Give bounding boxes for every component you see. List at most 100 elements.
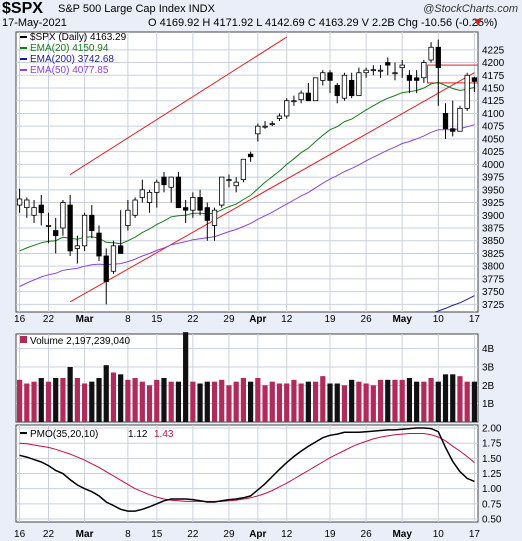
y-tick-label: 1B — [482, 399, 495, 410]
volume-bar — [255, 378, 261, 422]
volume-bar — [248, 381, 254, 422]
candle-body — [341, 74, 348, 99]
candle-body — [118, 245, 124, 254]
candle-body — [183, 207, 189, 211]
x-tick-label: 22 — [43, 314, 55, 325]
candle-body — [385, 62, 391, 66]
price-legend-entry: EMA(20) 4150.94 — [30, 43, 109, 54]
y-tick-label: 3975 — [482, 173, 505, 184]
volume-bar — [312, 381, 319, 422]
candle-body — [320, 72, 326, 81]
x-tick-label: 29 — [223, 314, 235, 325]
volume-bar — [118, 374, 124, 422]
x-tick-label: 17 — [469, 314, 481, 325]
volume-bar — [399, 379, 405, 422]
candle-body — [103, 255, 109, 282]
candle-body — [197, 197, 203, 211]
volume-bar — [110, 372, 117, 422]
x-tick-label: 10 — [433, 529, 445, 540]
quote-date: 17-May-2021 — [2, 17, 67, 29]
x-tick-label: Mar — [76, 314, 94, 325]
y-tick-label: 4150 — [482, 84, 505, 95]
ohlc-summary: O 4169.92 H 4171.92 L 4142.69 C 4163.29 … — [148, 17, 498, 29]
volume-bar — [363, 383, 369, 422]
volume-bar — [334, 383, 340, 422]
x-tick-label: 29 — [223, 529, 235, 540]
candle-body — [363, 69, 369, 74]
volume-bar — [38, 378, 44, 422]
volume-bar — [74, 378, 80, 422]
volume-bar — [53, 378, 59, 422]
volume-bar — [161, 378, 167, 422]
ema200-line — [433, 295, 475, 312]
candle-body — [356, 72, 362, 97]
y-tick-label: 3B — [482, 363, 495, 374]
volume-bar — [377, 379, 384, 422]
volume-bar — [435, 381, 441, 422]
pmo-legend-value: 1.12 — [128, 429, 148, 440]
candle-body — [276, 115, 283, 119]
x-tick-label: 12 — [281, 529, 293, 540]
candle-body — [349, 79, 355, 97]
volume-bar — [442, 374, 449, 422]
candle-body — [255, 125, 261, 135]
x-tick-label: 10 — [433, 314, 445, 325]
volume-bar — [31, 381, 37, 422]
y-tick-label: 3775 — [482, 274, 505, 285]
y-tick-label: 4100 — [482, 109, 505, 120]
candle-body — [284, 100, 290, 117]
volume-bar — [226, 385, 232, 422]
candle-body — [233, 181, 239, 187]
y-tick-label: 2B — [482, 381, 495, 392]
candle-body — [450, 128, 456, 132]
x-tick-label: 22 — [187, 314, 199, 325]
candle-body — [262, 125, 268, 128]
candle-body — [392, 72, 398, 75]
x-tick-label: 17 — [469, 529, 481, 540]
y-tick-label: 3925 — [482, 198, 505, 209]
x-tick-label: 22 — [43, 529, 55, 540]
y-tick-label: 1.75 — [482, 439, 502, 450]
candle-body — [89, 214, 95, 231]
volume-bar — [190, 381, 196, 422]
price-legend-entry: EMA(200) 3742.68 — [30, 54, 114, 65]
y-tick-label: 1.00 — [482, 484, 502, 495]
x-tick-label: 16 — [14, 314, 26, 325]
volume-bar — [24, 383, 30, 422]
x-tick-label: 15 — [151, 529, 163, 540]
candle-body — [24, 199, 30, 209]
candle-body — [45, 225, 52, 227]
candle-body — [154, 181, 160, 193]
volume-bar — [60, 378, 66, 422]
x-tick-label: 26 — [361, 529, 373, 540]
x-tick-label: 26 — [361, 314, 373, 325]
candle-body — [291, 100, 297, 103]
y-tick-label: 4000 — [482, 160, 505, 171]
volume-bar — [175, 381, 182, 422]
candle-body — [53, 230, 59, 237]
volume-bar — [197, 383, 203, 422]
candle-body — [269, 123, 275, 126]
volume-bar — [233, 381, 239, 422]
price-panel — [15, 31, 479, 313]
credit-label: @StockCharts.com — [423, 3, 518, 15]
x-tick-label: 19 — [324, 314, 336, 325]
candle-body — [414, 77, 420, 81]
volume-bar — [103, 365, 109, 422]
candle-body — [67, 204, 73, 252]
volume-bar — [269, 381, 275, 422]
volume-bar — [240, 378, 246, 422]
y-tick-label: 4025 — [482, 147, 505, 158]
volume-bar — [464, 381, 470, 422]
candle-body — [81, 214, 88, 247]
candle-body — [96, 232, 102, 257]
candle-body — [161, 176, 167, 186]
candle-body — [168, 176, 174, 188]
candle-body — [38, 204, 44, 214]
volume-bar — [81, 383, 88, 422]
candle-body — [298, 92, 304, 101]
y-tick-label: 3900 — [482, 211, 505, 222]
volume-bar — [327, 383, 333, 422]
